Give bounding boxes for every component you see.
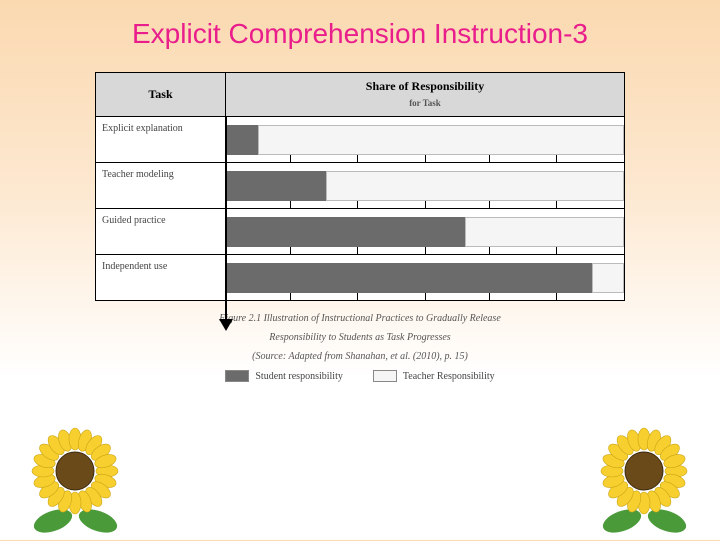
bar-teacher xyxy=(326,171,625,201)
swatch-teacher xyxy=(373,370,397,382)
legend-teacher-label: Teacher Responsibility xyxy=(403,371,495,382)
responsibility-chart: Task Share of Responsibility for Task Ex… xyxy=(95,72,625,301)
legend-student-label: Student responsibility xyxy=(255,371,343,382)
chart-row: Explicit explanation xyxy=(95,117,625,163)
caption-line-3: (Source: Adapted from Shanahan, et al. (… xyxy=(170,351,550,362)
bar-student xyxy=(226,217,465,247)
bar-student xyxy=(226,125,258,155)
chart-rows: Explicit explanationTeacher modelingGuid… xyxy=(95,117,625,301)
header-share: Share of Responsibility for Task xyxy=(226,73,624,116)
progression-arrow xyxy=(225,117,227,321)
legend-teacher: Teacher Responsibility xyxy=(373,370,495,382)
bar-student xyxy=(226,263,592,293)
chart-row: Teacher modeling xyxy=(95,163,625,209)
row-label: Explicit explanation xyxy=(96,117,226,162)
chart-row: Guided practice xyxy=(95,209,625,255)
header-share-main: Share of Responsibility xyxy=(230,79,620,94)
row-label: Guided practice xyxy=(96,209,226,254)
row-bars xyxy=(226,117,624,162)
sunflower-decoration-left xyxy=(18,421,133,536)
bar-teacher xyxy=(465,217,624,247)
row-bars xyxy=(226,255,624,300)
bar-teacher xyxy=(258,125,624,155)
bar-student xyxy=(226,171,326,201)
swatch-student xyxy=(225,370,249,382)
chart-header: Task Share of Responsibility for Task xyxy=(95,72,625,117)
bar-teacher xyxy=(592,263,624,293)
chart-row: Independent use xyxy=(95,255,625,301)
header-share-sub: for Task xyxy=(230,98,620,108)
row-bars xyxy=(226,163,624,208)
legend: Student responsibility Teacher Responsib… xyxy=(170,370,550,382)
page-title: Explicit Comprehension Instruction-3 xyxy=(0,0,720,50)
caption-line-2: Responsibility to Students as Task Progr… xyxy=(170,332,550,343)
row-bars xyxy=(226,209,624,254)
row-label: Independent use xyxy=(96,255,226,300)
progression-arrow-head xyxy=(219,319,233,331)
row-label: Teacher modeling xyxy=(96,163,226,208)
header-task: Task xyxy=(96,73,226,116)
sunflower-decoration-right xyxy=(587,421,702,536)
legend-student: Student responsibility xyxy=(225,370,343,382)
figure-area: Task Share of Responsibility for Task Ex… xyxy=(95,72,625,301)
